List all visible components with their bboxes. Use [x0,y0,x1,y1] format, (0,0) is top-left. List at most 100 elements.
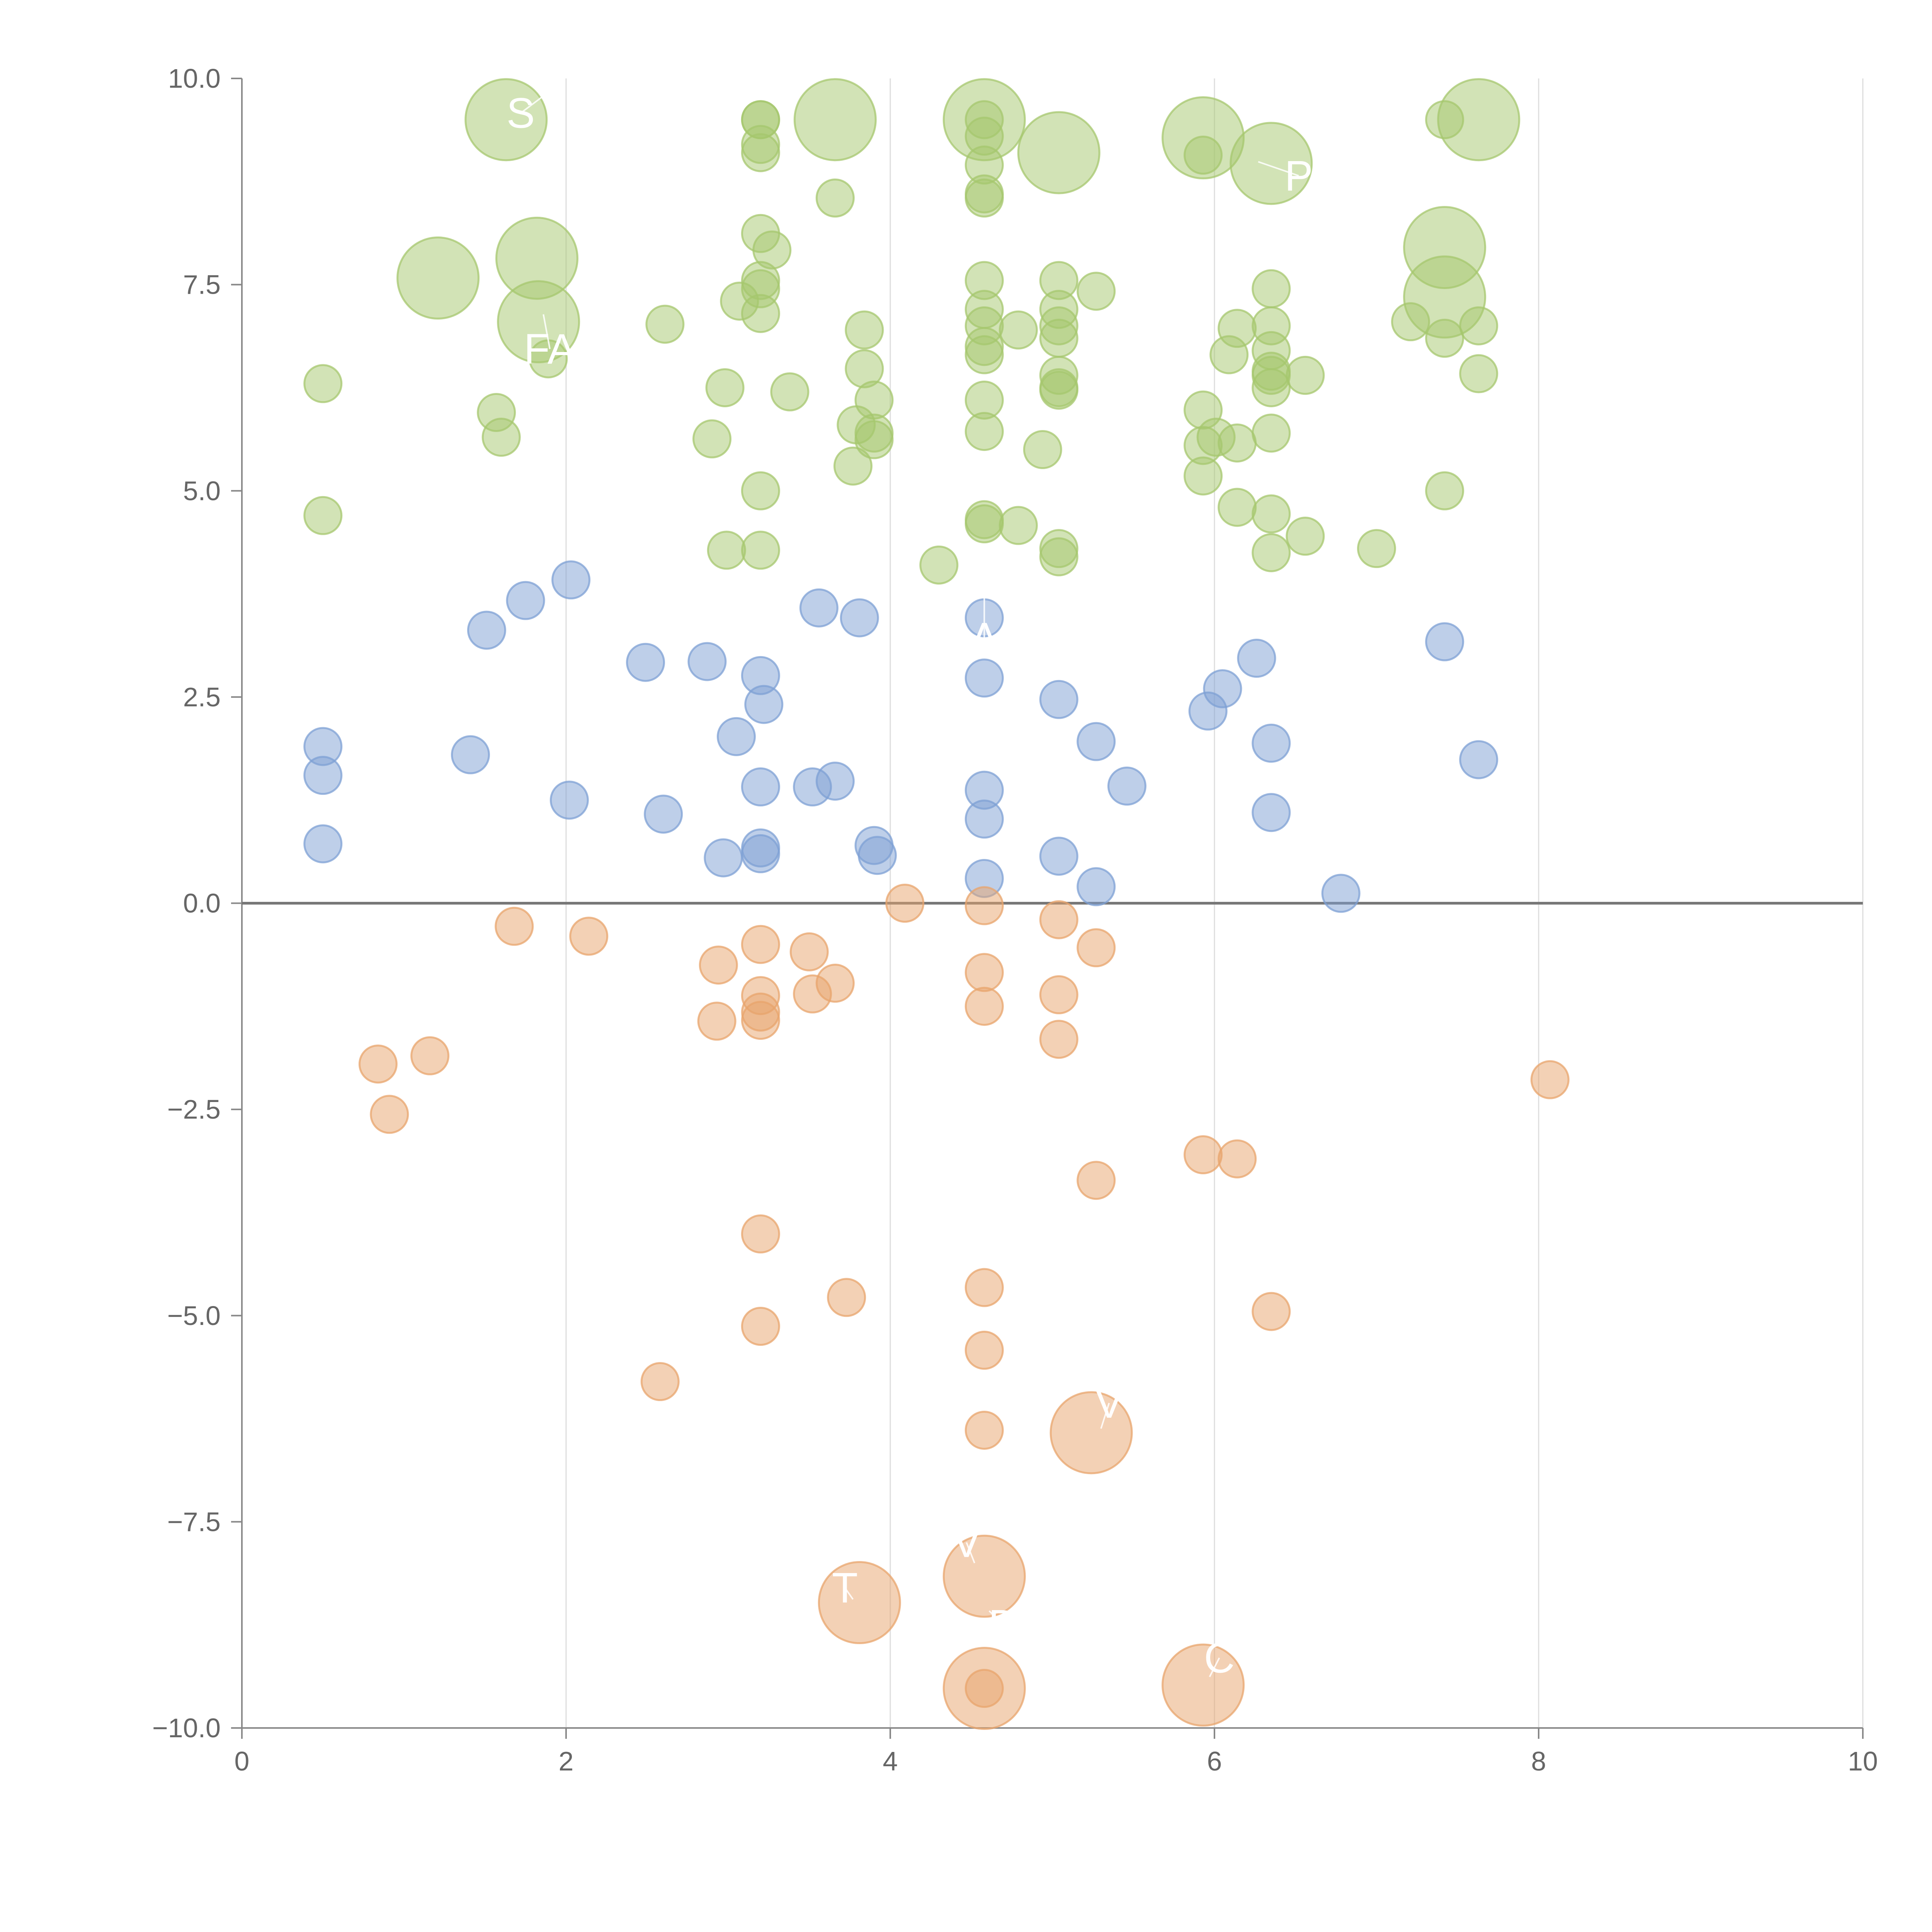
bubble-point [741,1214,780,1253]
y-tick-label: −10.0 [152,1713,221,1743]
bubble-point [1039,318,1078,358]
bubble-point [964,953,1004,992]
bubble-point [1391,302,1430,342]
bubble-point [1437,78,1520,162]
x-tick-label: 0 [235,1746,250,1776]
y-tick-label: 0.0 [183,888,221,918]
bubble-point [704,838,743,878]
bubble-point [720,281,759,321]
bubble-point [998,506,1038,545]
bubble-point [1286,355,1325,395]
bubble-point [964,799,1004,839]
bubble-point [506,581,545,620]
bubble-point [964,1410,1004,1450]
bubble-point [464,78,548,162]
annotation-label: P [1284,152,1313,200]
annotation-label: D [988,1601,1019,1649]
bubble-point [857,836,897,875]
bubble-point [303,496,343,535]
bubble-point [1425,471,1464,510]
annotation-label: C [1204,1634,1235,1682]
bubble-point [644,794,683,834]
bubble-point [770,372,810,412]
annotation-label: V [1095,1379,1123,1427]
bubble-point [799,588,838,628]
bubble-point [495,906,534,946]
annotation-leader [988,1610,1005,1626]
bubble-point [741,834,780,873]
bubble-point [303,824,343,864]
bubble-point [1425,622,1464,662]
series-low [358,884,1570,1730]
bubble-point [1184,136,1223,175]
bubble-point [1162,1643,1245,1727]
bubble-point [626,643,665,682]
bubble-point [1077,928,1116,968]
bubble-point [1039,680,1078,719]
bubble-point [1077,867,1116,906]
bubble-point [370,1095,409,1134]
bubble-point [744,685,784,724]
y-tick-label: 10.0 [168,63,221,94]
annotations: S P FA A V V T D C [507,82,1313,1682]
bubble-point [396,236,480,320]
y-tick-label: 7.5 [183,270,221,300]
bubble-point [1321,874,1361,913]
bubble-point [1357,529,1396,568]
bubble-point [1286,517,1325,556]
bubble-point [741,1001,780,1040]
x-tick-label: 8 [1531,1746,1546,1776]
bubble-point [1039,537,1078,577]
bubble-point [705,368,745,407]
bubble-point [1459,306,1498,345]
bubble-point [741,531,780,570]
bubble-point [1530,1060,1570,1099]
annotation-leader [1258,161,1299,177]
bubble-point [1039,371,1078,410]
bubble-point [358,1044,398,1084]
bubble-point [885,884,925,923]
series-high [303,78,1520,585]
bubble-point [1184,1135,1223,1175]
annotation-leader [543,314,551,349]
x-tick-label: 4 [883,1746,898,1776]
annotation-label: T [832,1564,858,1612]
bubble-point [551,560,591,600]
annotation-label: V [952,1519,980,1566]
bubble-point [303,756,343,795]
bubble-point [964,658,1004,698]
bubble-point [815,179,855,218]
bubble-point [741,471,780,510]
y-tick-label: 5.0 [183,476,221,506]
bubble-point [1049,1391,1133,1475]
bubble-point [1077,1161,1116,1200]
bubble-point [964,1669,1004,1708]
bubble-point [1252,1292,1291,1331]
bubble-point [1252,793,1291,832]
bubble-point [964,412,1004,451]
bubble-point [1237,639,1276,678]
bubble-point [687,642,727,681]
bubble-point [793,78,877,162]
bubble-point [964,335,1004,374]
bubble-point [1252,269,1291,308]
bubble-point [854,420,894,459]
bubble-point [640,1362,680,1401]
y-tick-label: −5.0 [167,1301,221,1331]
bubble-point [793,974,832,1014]
bubble-point [1039,900,1078,939]
bubble-point [1184,456,1223,496]
bubble-point [845,310,884,350]
bubble-point [998,310,1038,350]
bubble-point [1107,766,1146,806]
bubble-point [1203,669,1242,709]
bubble-point [964,504,1004,544]
series-mid [303,560,1498,913]
y-tick-label: −7.5 [167,1507,221,1537]
bubble-point [1252,533,1291,572]
bubble-point [789,932,829,971]
bubble-point [1252,368,1291,407]
bubble-point [1218,1139,1257,1179]
bubble-point [741,925,780,964]
bubble-point [1039,1020,1078,1059]
